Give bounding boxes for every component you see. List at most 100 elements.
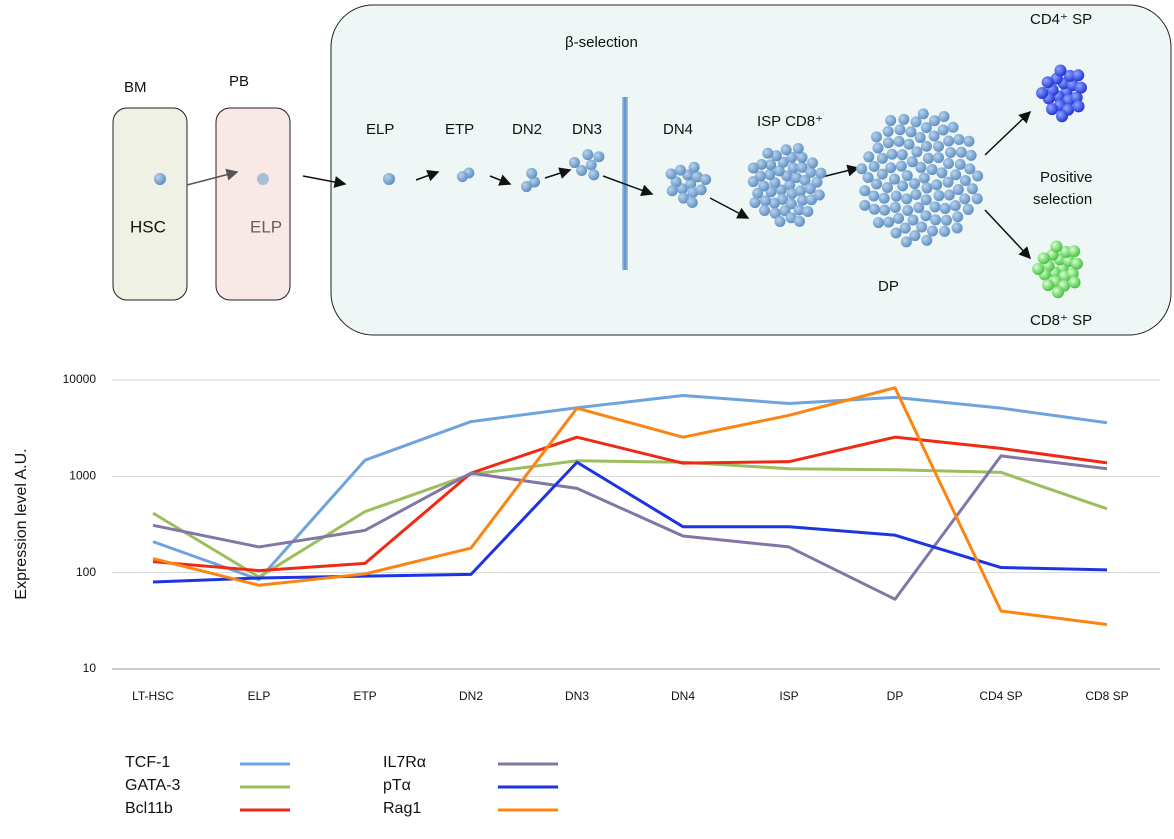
cell	[568, 157, 580, 169]
cell	[785, 212, 797, 224]
cell	[773, 165, 785, 177]
cell	[576, 164, 588, 176]
cell	[1068, 276, 1081, 289]
cell	[942, 176, 954, 188]
diagram: BM PB HSC ELP β-selection ELP ETP DN2 DN…	[112, 4, 1172, 336]
cell	[959, 193, 971, 205]
cell	[1072, 69, 1085, 82]
cell	[890, 190, 902, 202]
cell	[937, 124, 949, 136]
cell	[1066, 267, 1079, 280]
label: ELP	[250, 217, 282, 236]
cell	[897, 180, 909, 192]
cell	[896, 149, 908, 161]
label: DN3	[572, 121, 602, 138]
y-axis-label: Expression level A.U.	[13, 448, 30, 599]
x-tick-label: ELP	[248, 689, 271, 703]
arrow	[186, 168, 239, 186]
cell	[749, 197, 761, 209]
cell	[959, 175, 971, 187]
cell	[774, 216, 786, 228]
cell	[786, 188, 798, 200]
cell	[1068, 245, 1081, 258]
cell	[926, 164, 938, 176]
cell	[879, 204, 891, 216]
cell	[1070, 257, 1083, 270]
arrow	[709, 197, 750, 219]
cell	[769, 207, 781, 219]
label: ETP	[445, 121, 474, 138]
cell	[907, 214, 919, 226]
cell	[872, 217, 884, 229]
cell	[1042, 279, 1055, 292]
cell	[802, 205, 814, 217]
cell	[921, 234, 933, 246]
cell	[885, 162, 897, 174]
cell	[913, 202, 925, 214]
cell	[905, 126, 917, 138]
cell	[972, 170, 984, 182]
cell	[931, 179, 943, 191]
cell	[1074, 81, 1087, 94]
cell	[1050, 240, 1063, 253]
cell	[813, 189, 825, 201]
cell	[769, 177, 781, 189]
legend-label: GATA-3	[125, 777, 181, 794]
cell	[971, 193, 983, 205]
cell	[793, 215, 805, 227]
cell	[870, 131, 882, 143]
cell	[779, 205, 791, 217]
cell	[593, 151, 605, 163]
cell	[868, 203, 880, 215]
cell	[862, 171, 874, 183]
x-tick-label: ETP	[353, 689, 376, 703]
cell	[894, 124, 906, 136]
arrow	[984, 209, 1032, 260]
cell	[876, 168, 888, 180]
cell	[1041, 76, 1054, 89]
cell	[752, 187, 764, 199]
cell	[747, 176, 759, 188]
cell	[962, 203, 974, 215]
cell	[943, 135, 955, 147]
chart: 10 100 1000 10000 LT-HSC ELP ETP DN2 DN3 DN4 ISP DP…	[63, 372, 1160, 817]
x-tick-label: DN3	[565, 689, 589, 703]
cell	[906, 156, 918, 168]
legend-label: IL7Rα	[383, 754, 426, 771]
label: DP	[878, 278, 899, 295]
cell	[1055, 110, 1068, 123]
cell	[936, 167, 948, 179]
cell	[885, 115, 897, 127]
cell	[796, 151, 808, 163]
y-tick-label: 10000	[63, 372, 97, 386]
cell	[768, 197, 780, 209]
cell	[1046, 103, 1059, 116]
label: BM	[124, 79, 147, 96]
cell	[915, 161, 927, 173]
cell	[1032, 262, 1045, 275]
cell	[665, 168, 677, 180]
cell	[796, 161, 808, 173]
cell	[916, 221, 928, 233]
cell	[882, 125, 894, 137]
cell	[899, 222, 911, 234]
x-tick-label: ISP	[779, 689, 798, 703]
cell	[922, 152, 934, 164]
series-line	[152, 394, 1108, 581]
cell	[585, 159, 597, 171]
cell	[666, 185, 678, 197]
series-line	[152, 459, 1108, 579]
cell	[688, 161, 700, 173]
label: DN4	[663, 121, 693, 138]
label: selection	[1033, 191, 1092, 208]
cell	[700, 173, 712, 185]
arrow	[984, 110, 1032, 156]
label: DN2	[512, 121, 542, 138]
cell	[859, 199, 871, 211]
cell	[588, 169, 600, 181]
cell	[863, 151, 875, 163]
cell	[785, 198, 797, 210]
cell	[910, 116, 922, 128]
